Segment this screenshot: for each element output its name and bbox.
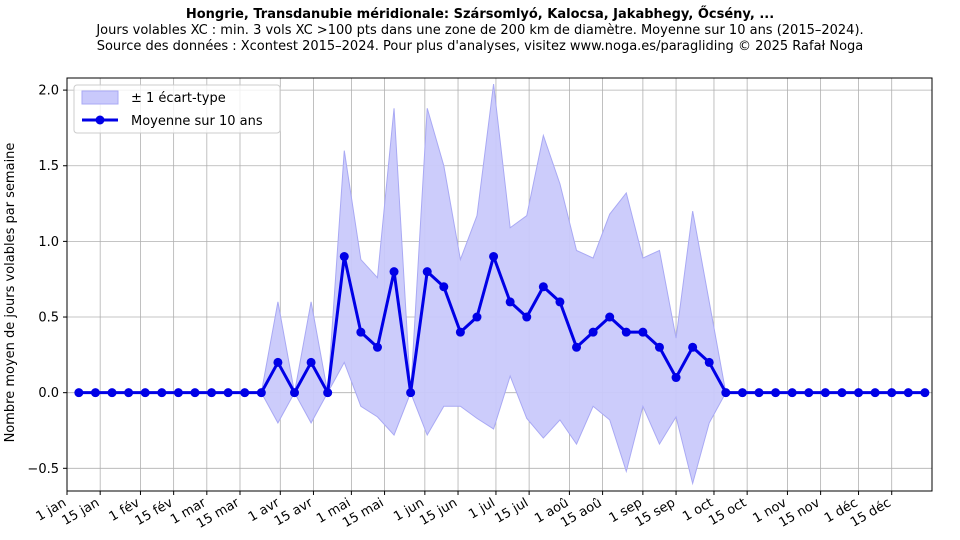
mean-line-group	[78, 255, 925, 395]
data-point	[787, 388, 797, 398]
data-point	[273, 357, 283, 367]
data-point	[455, 327, 465, 337]
data-point	[356, 327, 366, 337]
y-tick-label: 1.0	[38, 235, 59, 250]
y-tick-label: 2.0	[38, 84, 59, 99]
chart-subtitle-2: Source des données : Xcontest 2015–2024.…	[96, 39, 864, 54]
data-point	[323, 388, 333, 398]
data-point	[688, 342, 698, 352]
data-point	[920, 388, 930, 398]
data-point	[489, 252, 499, 262]
data-point	[572, 342, 582, 352]
plot-frame	[66, 77, 933, 492]
data-point	[737, 388, 747, 398]
y-axis-label: Nombre moyen de jours volables par semai…	[3, 143, 18, 443]
data-point	[588, 327, 598, 337]
data-point	[124, 388, 134, 398]
std-band-group	[78, 83, 925, 486]
data-point	[771, 388, 781, 398]
y-tick-label: −0.5	[27, 462, 59, 477]
chart-title: Hongrie, Transdanubie méridionale: Szárs…	[185, 7, 775, 22]
data-point	[90, 388, 100, 398]
data-point	[671, 373, 681, 383]
data-point	[754, 388, 764, 398]
legend-line-label: Moyenne sur 10 ans	[131, 114, 263, 129]
data-point	[173, 388, 183, 398]
data-point	[654, 342, 664, 352]
data-point	[837, 388, 847, 398]
y-tick-label: 0.0	[38, 386, 59, 401]
data-point	[207, 388, 217, 398]
data-point	[804, 388, 814, 398]
std-band	[78, 83, 925, 486]
x-tick-label: 15 jun	[417, 495, 460, 528]
data-point	[306, 357, 316, 367]
y-tick-label: 0.5	[38, 311, 59, 326]
data-point	[522, 312, 532, 322]
x-tick-label: 15 jul	[492, 495, 531, 526]
data-point	[638, 327, 648, 337]
y-axis-ticks: −0.5 0.0 0.5 1.0 1.5 2.0	[27, 84, 67, 477]
legend-box	[73, 84, 281, 134]
data-point	[538, 282, 548, 292]
chart-subtitle-1: Jours volables XC : min. 3 vols XC >100 …	[96, 23, 864, 38]
data-point	[157, 388, 167, 398]
legend-band-swatch	[81, 90, 119, 105]
legend: ± 1 écart-type Moyenne sur 10 ans	[73, 84, 281, 134]
data-point	[887, 388, 897, 398]
legend-band-label: ± 1 écart-type	[131, 91, 226, 106]
data-point	[721, 388, 731, 398]
data-point	[223, 388, 233, 398]
data-point	[107, 388, 117, 398]
data-point	[422, 267, 432, 277]
x-tick-label: 1 jul	[466, 495, 498, 522]
y-tick-label: 1.5	[38, 159, 59, 174]
data-point	[406, 388, 416, 398]
data-point	[472, 312, 482, 322]
data-point	[256, 388, 266, 398]
data-point	[190, 388, 200, 398]
data-point	[290, 388, 300, 398]
x-tick-label: 15 avr	[272, 495, 316, 529]
mean-line	[78, 255, 925, 395]
data-point	[820, 388, 830, 398]
x-tick-label: 15 oct	[706, 495, 749, 528]
data-points	[74, 252, 930, 398]
x-tick-label: 15 fév	[133, 495, 176, 529]
data-point	[555, 297, 565, 307]
chart-titles: Hongrie, Transdanubie méridionale: Szárs…	[0, 6, 960, 55]
data-point	[372, 342, 382, 352]
x-tick-label: 15 jan	[60, 495, 103, 528]
data-point	[621, 327, 631, 337]
data-point	[74, 388, 84, 398]
data-point	[854, 388, 864, 398]
data-point	[240, 388, 250, 398]
data-point	[339, 252, 349, 262]
data-point	[140, 388, 150, 398]
data-point	[870, 388, 880, 398]
legend-line-marker	[95, 115, 105, 125]
data-point	[903, 388, 913, 398]
data-point	[505, 297, 515, 307]
data-point	[439, 282, 449, 292]
data-point	[704, 357, 714, 367]
data-point	[389, 267, 399, 277]
data-point	[605, 312, 615, 322]
